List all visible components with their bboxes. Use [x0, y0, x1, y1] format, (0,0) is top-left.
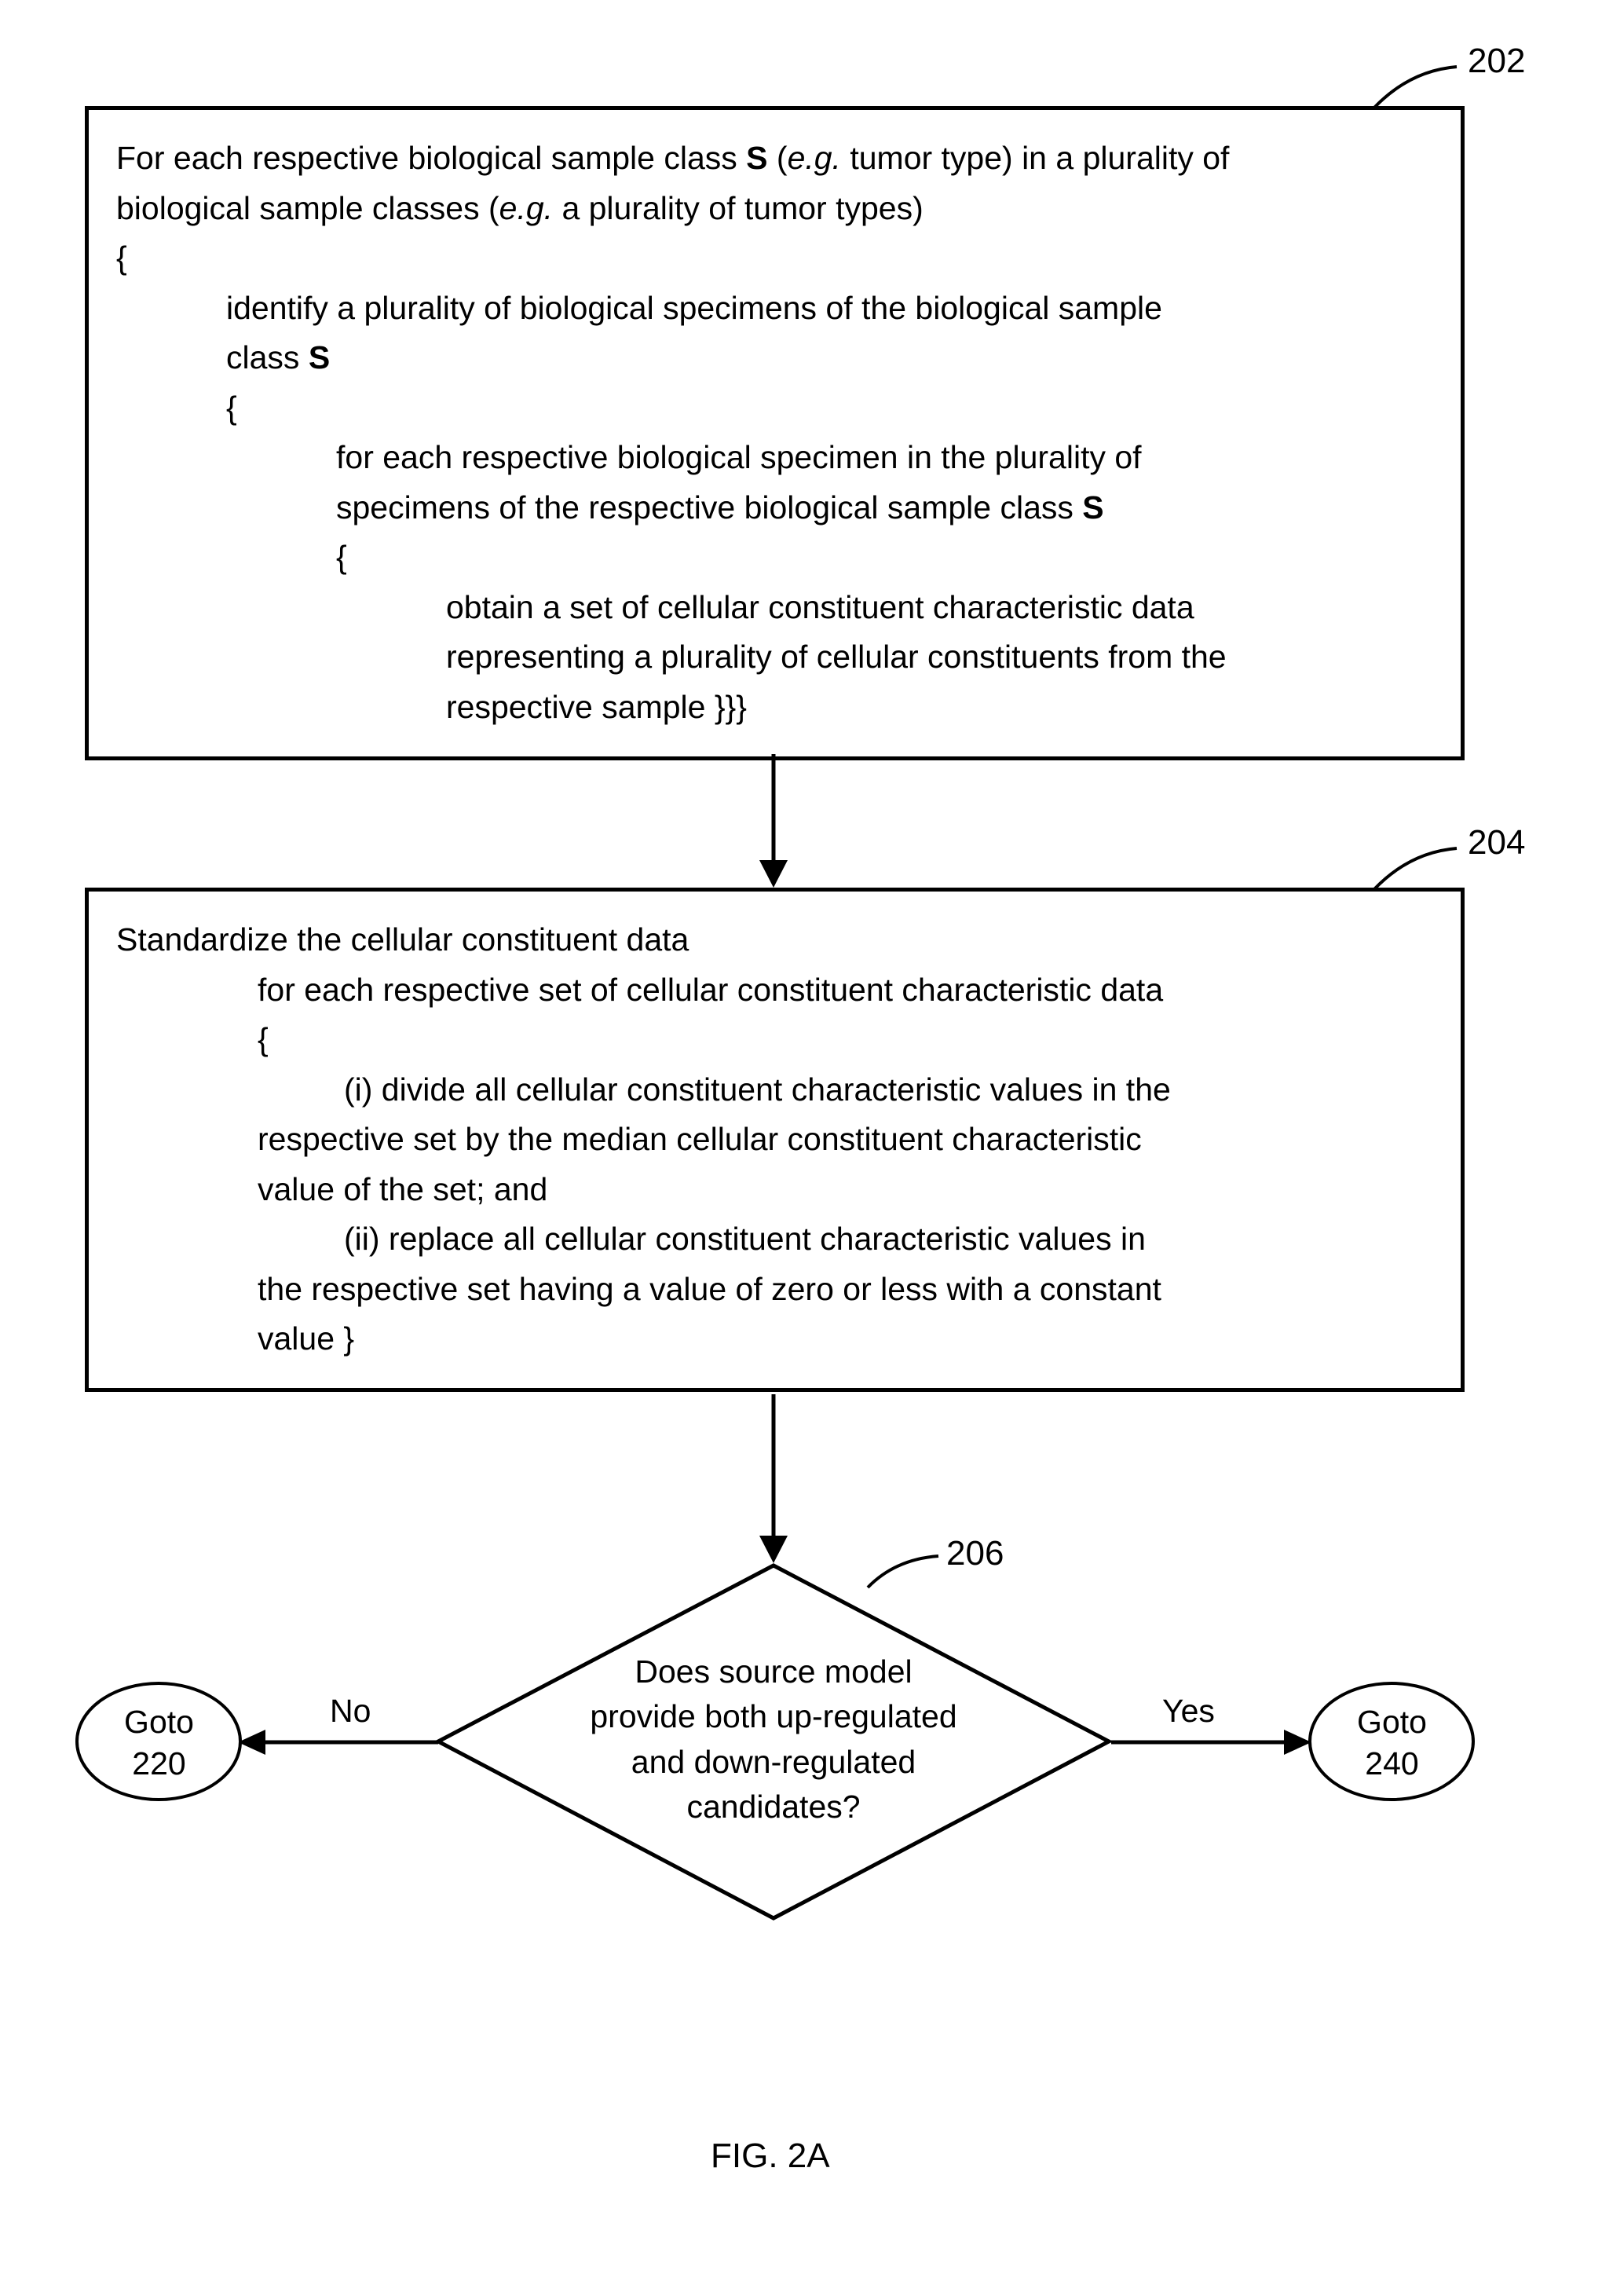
b2-l8: the respective set having a value of zer…	[116, 1265, 1433, 1315]
b1-l10: obtain a set of cellular constituent cha…	[116, 583, 1433, 633]
ellipse-goto-240: Goto 240	[1308, 1681, 1476, 1803]
b1-l8b: S	[1082, 489, 1103, 525]
b1-l1d: e.g.	[788, 140, 841, 176]
d-l3: and down-regulated	[554, 1740, 993, 1785]
b1-l3: {	[116, 233, 1433, 284]
ref-label-204: 204	[1468, 823, 1525, 862]
b1-l12: respective sample }}}	[116, 683, 1433, 733]
figure-caption: FIG. 2A	[711, 2137, 830, 2176]
b1-l1e: tumor type) in a plurality of	[841, 140, 1229, 176]
ref-label-202: 202	[1468, 42, 1525, 81]
b2-l5: respective set by the median cellular co…	[116, 1115, 1433, 1165]
er-l1: Goto	[1308, 1701, 1476, 1743]
b1-l5b: S	[309, 339, 330, 375]
arrow-204-206	[750, 1394, 797, 1567]
b2-l9: value }	[116, 1314, 1433, 1364]
edge-label-yes: Yes	[1162, 1693, 1215, 1730]
arrow-no	[236, 1728, 444, 1760]
b2-l7: (ii) replace all cellular constituent ch…	[344, 1214, 1146, 1265]
b1-l2a: biological sample classes (	[116, 190, 499, 226]
b1-l1c: (	[768, 140, 788, 176]
box-202: For each respective biological sample cl…	[85, 106, 1465, 760]
b2-l3: {	[116, 1015, 1433, 1065]
arrow-yes	[1107, 1728, 1315, 1760]
d-l4: candidates?	[554, 1785, 993, 1829]
b1-l1b: S	[746, 140, 767, 176]
b1-l7: for each respective biological specimen …	[116, 433, 1433, 483]
b1-l9: {	[116, 533, 1433, 583]
b1-l4: identify a plurality of biological speci…	[116, 284, 1433, 334]
b2-l2: for each respective set of cellular cons…	[116, 965, 1433, 1016]
arrow-202-204	[750, 754, 797, 892]
box-202-text: For each respective biological sample cl…	[116, 134, 1433, 733]
edge-label-no: No	[330, 1693, 371, 1730]
b1-l2c: a plurality of tumor types)	[553, 190, 924, 226]
box-204-text: Standardize the cellular constituent dat…	[116, 915, 1433, 1364]
diamond-206-text: Does source model provide both up-regula…	[554, 1650, 993, 1830]
d-l2: provide both up-regulated	[554, 1694, 993, 1739]
ellipse-goto-220: Goto 220	[75, 1681, 243, 1803]
b1-l8a: specimens of the respective biological s…	[336, 489, 1082, 525]
b2-l4: (i) divide all cellular constituent char…	[344, 1065, 1171, 1115]
b1-l2b: e.g.	[499, 190, 553, 226]
diamond-206: Does source model provide both up-regula…	[436, 1563, 1111, 1921]
d-l1: Does source model	[554, 1650, 993, 1694]
b2-l6: value of the set; and	[116, 1165, 1433, 1215]
b1-l11: representing a plurality of cellular con…	[116, 632, 1433, 683]
b1-l1a: For each respective biological sample cl…	[116, 140, 746, 176]
el-l1: Goto	[75, 1701, 243, 1743]
el-l2: 220	[75, 1743, 243, 1785]
er-l2: 240	[1308, 1743, 1476, 1785]
b1-l6: {	[116, 383, 1433, 434]
b1-l5a: class	[226, 339, 309, 375]
box-204: Standardize the cellular constituent dat…	[85, 888, 1465, 1392]
b2-l1: Standardize the cellular constituent dat…	[116, 915, 1433, 965]
